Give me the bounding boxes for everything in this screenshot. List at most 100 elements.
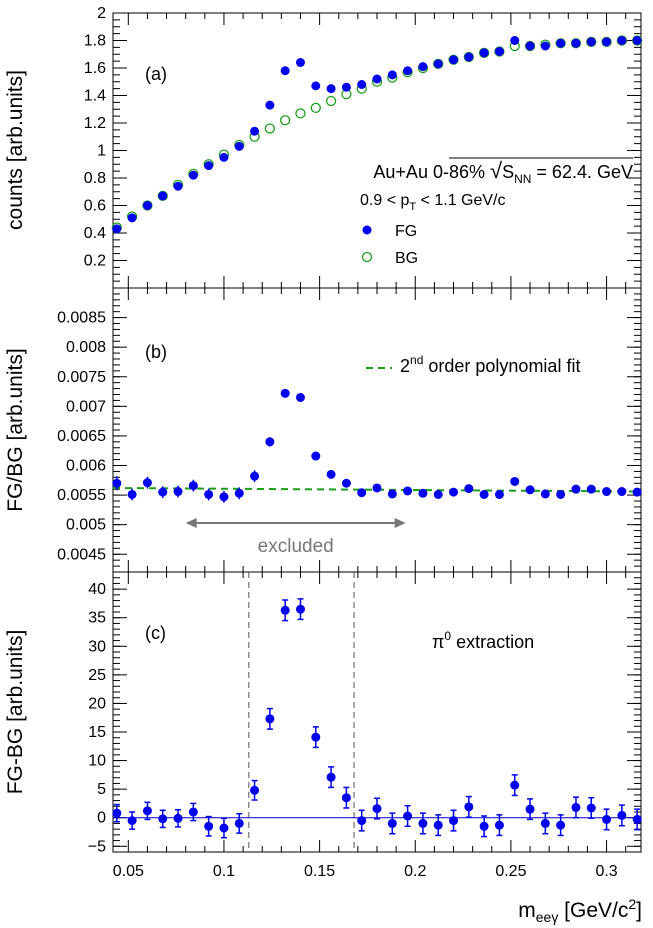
ratio-point xyxy=(204,489,214,499)
signal-point xyxy=(341,793,351,803)
signal-point xyxy=(556,820,566,830)
ratio-point xyxy=(494,489,504,499)
extraction-window xyxy=(248,572,355,852)
ratio-point xyxy=(158,487,168,497)
fg-point xyxy=(494,47,504,56)
fg-point xyxy=(449,55,459,65)
fg-point xyxy=(204,161,214,171)
y-tick-label: 40 xyxy=(88,581,106,598)
ratio-point xyxy=(372,483,382,493)
fg-point xyxy=(540,41,550,51)
panel-a-legend-line1: Au+Au 0-86% √SNN = 62.4. GeV xyxy=(373,158,633,186)
legend-sqrt-s: S xyxy=(502,162,514,182)
fg-point xyxy=(602,37,612,47)
ratio-point xyxy=(556,489,566,499)
y-tick-label: −5 xyxy=(88,838,106,855)
fg-point xyxy=(265,100,275,110)
x-label-close: ] xyxy=(636,899,642,922)
panel-c-marks xyxy=(112,598,642,839)
y-tick-label: 0.0065 xyxy=(57,428,106,445)
x-tick-label: 0.05 xyxy=(113,863,144,880)
legend-fg-label: FG xyxy=(395,223,417,240)
fit-legend-label: 2nd order polynomial fit xyxy=(400,353,580,376)
bg-point xyxy=(264,123,276,134)
ratio-point xyxy=(173,487,183,497)
y-tick-label: 2 xyxy=(97,5,106,22)
fg-point xyxy=(433,59,443,69)
signal-point xyxy=(204,821,214,831)
y-tick-label: 0.006 xyxy=(66,458,106,475)
panel-b-ticks: 0.0045 0.005 0.0055 0.006 0.0065 0.007 0.0075 0… xyxy=(57,288,641,573)
panel-a-frame xyxy=(112,12,642,289)
panel-b-frame xyxy=(112,287,642,573)
signal-point xyxy=(173,813,183,823)
fg-point xyxy=(188,170,198,180)
y-tick-label: 1.6 xyxy=(84,60,106,77)
fg-point xyxy=(586,37,596,47)
y-tick-label: 0.0045 xyxy=(57,546,106,563)
ratio-point xyxy=(341,478,351,488)
signal-point xyxy=(494,820,504,830)
y-tick-label: 0.2 xyxy=(84,253,106,270)
signal-point xyxy=(449,816,459,826)
ratio-point xyxy=(617,487,627,497)
y-tick-label: 0.0075 xyxy=(57,369,106,386)
signal-point xyxy=(219,823,229,833)
signal-point xyxy=(280,605,290,615)
y-tick-label: 1.2 xyxy=(84,115,106,132)
fg-point xyxy=(280,66,290,76)
legend-system: Au+Au 0-86% xyxy=(373,162,490,182)
fg-point xyxy=(250,126,260,136)
fg-point xyxy=(372,74,382,84)
x-label-m: m xyxy=(518,899,536,922)
fg-point xyxy=(525,41,535,51)
signal-point xyxy=(464,802,474,812)
ratio-point xyxy=(188,481,198,491)
fg-point xyxy=(403,66,413,76)
signal-point xyxy=(540,818,550,828)
fg-point xyxy=(158,191,168,201)
fg-point xyxy=(357,80,367,89)
ratio-point xyxy=(311,451,321,461)
excluded-arrow-head-left xyxy=(185,518,197,528)
fg-point xyxy=(418,62,428,72)
y-tick-label: 0.0085 xyxy=(57,310,106,327)
y-tick-label: 1.4 xyxy=(84,88,106,105)
signal-point xyxy=(387,818,397,828)
ratio-point xyxy=(571,484,581,494)
ratio-point xyxy=(418,488,428,498)
signal-point xyxy=(632,814,642,824)
bg-point xyxy=(325,95,337,107)
ratio-point xyxy=(433,489,443,499)
panel-c-ylabel: FG-BG [arb.units] xyxy=(4,630,27,795)
pt-label-a: 0.9 < p xyxy=(360,192,409,209)
ratio-point xyxy=(602,487,612,497)
ratio-point xyxy=(632,487,642,497)
y-tick-label: 10 xyxy=(88,753,106,770)
ratio-point xyxy=(403,486,413,496)
fg-point xyxy=(219,152,229,162)
signal-point xyxy=(510,780,520,790)
ratio-point xyxy=(219,492,229,502)
fit-label-b: order polynomial fit xyxy=(423,356,580,376)
y-tick-label: 1 xyxy=(97,143,106,160)
x-tick-label: 0.15 xyxy=(304,863,335,880)
x-label-unit: [GeV/c xyxy=(558,899,628,922)
fit-label-a: 2 xyxy=(400,356,410,376)
fg-point xyxy=(341,82,351,92)
signal-point xyxy=(250,785,260,795)
x-tick-label: 0.25 xyxy=(495,863,526,880)
fg-point xyxy=(510,36,520,45)
ratio-point xyxy=(479,489,489,499)
panel-b: 0.0045 0.005 0.0055 0.006 0.0065 0.007 0.0075 0… xyxy=(4,287,642,573)
fg-point xyxy=(571,38,581,48)
excluded-arrow xyxy=(185,518,406,528)
signal-point xyxy=(418,818,428,828)
signal-point xyxy=(372,804,382,814)
panel-a-tag: (a) xyxy=(145,64,167,84)
y-tick-label: 0.005 xyxy=(66,517,106,534)
signal-point xyxy=(433,820,443,830)
pt-label-sub: T xyxy=(409,201,416,213)
panel-b-tag: (b) xyxy=(145,342,167,362)
